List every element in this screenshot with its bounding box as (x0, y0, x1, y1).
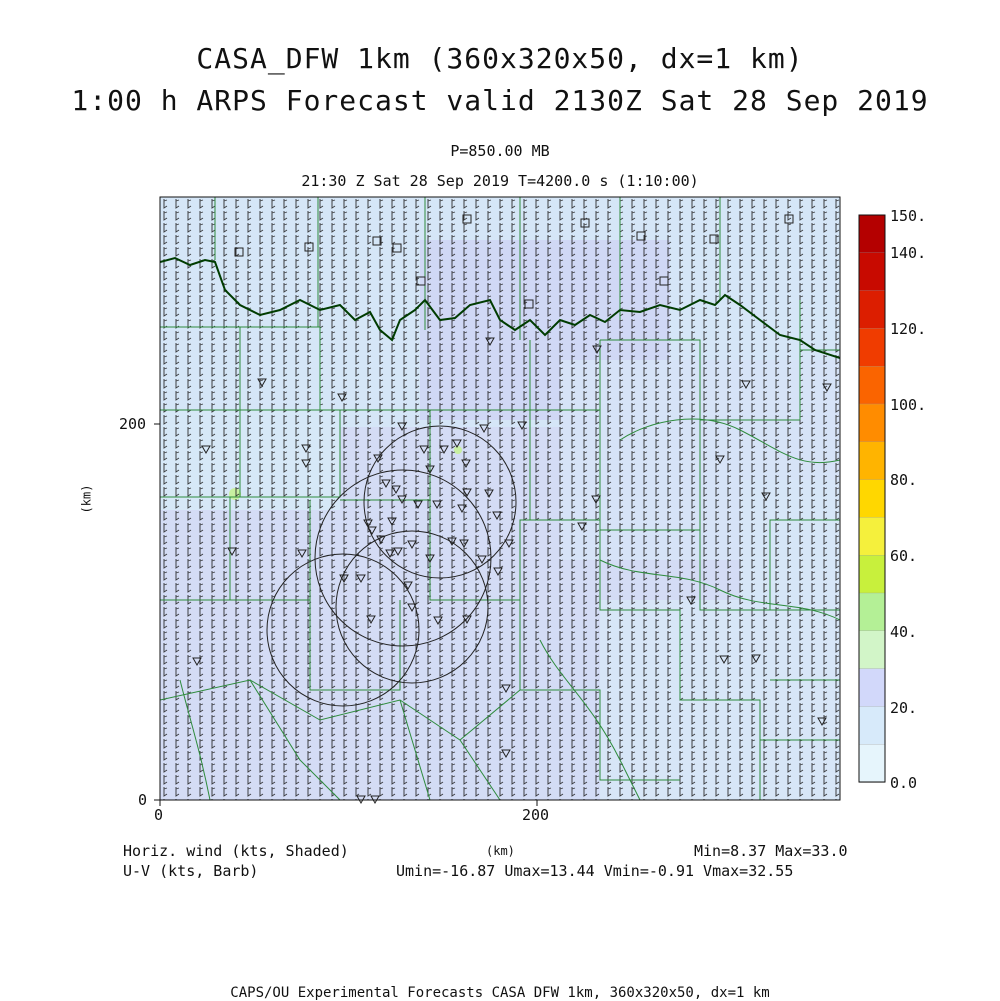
x-tick-200: 200 (522, 806, 550, 824)
colorbar (858, 214, 886, 783)
colorbar-bin (858, 668, 886, 708)
colorbar-label: 60. (890, 547, 918, 565)
axis-ticks (154, 423, 538, 806)
colorbar-bin (858, 706, 886, 745)
colorbar-bin (858, 555, 886, 594)
pressure-level-label: P=850.00 MB (450, 142, 550, 160)
colorbar-bin (858, 744, 886, 783)
colorbar-bin (858, 290, 886, 330)
colorbar-label: 80. (890, 471, 918, 489)
wind-barbs (160, 197, 840, 800)
colorbar-bin (858, 328, 886, 367)
y-axis-label: (km) (79, 484, 94, 514)
colorbar-label: 150. (890, 207, 927, 225)
colorbar-label: 40. (890, 623, 918, 641)
colorbar-bin (858, 403, 886, 443)
colorbar-bin (858, 517, 886, 556)
min-max-stats: Min=8.37 Max=33.0 (694, 842, 848, 860)
x-tick-0: 0 (154, 806, 164, 824)
colorbar-label: 20. (890, 699, 918, 717)
title-line-2: 1:00 h ARPS Forecast valid 2130Z Sat 28 … (71, 84, 929, 117)
colorbar-bin (858, 214, 886, 254)
plot-frame (159, 196, 841, 801)
radar-rings (266, 425, 517, 707)
state-boundary (160, 256, 840, 359)
vector-description: U-V (kts, Barb) (123, 862, 259, 880)
colorbar-bin (858, 252, 886, 292)
colorbar-label: 100. (890, 396, 927, 414)
colorbar-label: 140. (890, 244, 927, 262)
y-tick-0: 0 (138, 791, 148, 809)
field-description: Horiz. wind (kts, Shaded) (123, 842, 349, 860)
x-axis-label: (km) (486, 844, 515, 858)
colorbar-bin (858, 479, 886, 519)
title-line-1: CASA_DFW 1km (360x320x50, dx=1 km) (196, 42, 804, 75)
colorbar-bin (858, 592, 886, 632)
colorbar-label: 0.0 (890, 774, 918, 792)
y-tick-200: 200 (119, 415, 147, 433)
colorbar-bin (858, 366, 886, 405)
colorbar-bin (858, 630, 886, 670)
footer-credit: CAPS/OU Experimental Forecasts CASA DFW … (230, 985, 770, 1001)
colorbar-frame (858, 214, 886, 783)
colorbar-bin (858, 441, 886, 481)
county-boundaries (160, 197, 840, 800)
uv-stats: Umin=-16.87 Umax=13.44 Vmin=-0.91 Vmax=3… (396, 862, 794, 880)
valid-time-label: 21:30 Z Sat 28 Sep 2019 T=4200.0 s (1:10… (301, 172, 699, 190)
colorbar-label: 120. (890, 320, 927, 338)
